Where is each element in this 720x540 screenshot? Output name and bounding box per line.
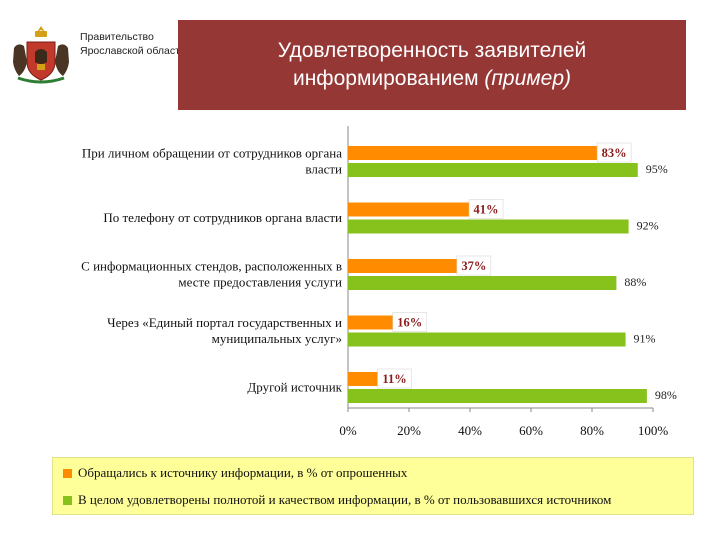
satisfaction-bar-chart: 0% 20% 40% 60% 80% 100% При личном обращении о… [81, 126, 677, 438]
legend-entry-contacted: Обращались к источнику информации, в % о… [63, 465, 407, 481]
category-label-2-line-1: месте предоставления услуги [178, 275, 342, 290]
value-label-box-s0-c2 [456, 255, 492, 276]
value-label-box-s0-c4 [377, 368, 412, 389]
value-label-s1-c0: 95% [646, 162, 668, 176]
category-label-0-line-1: власти [305, 162, 342, 177]
title-line-2: информированием (пример) [293, 65, 571, 93]
bar-s1-c0 [348, 163, 638, 177]
value-label-s1-c3: 91% [634, 332, 656, 346]
legend-swatch-contacted [63, 468, 72, 478]
value-label-s1-c4: 98% [655, 388, 677, 402]
x-tick-label-0: 0% [339, 423, 357, 438]
category-label-1-line-0: По телефону от сотрудников органа власти [103, 210, 342, 225]
x-tick-label-20: 20% [397, 423, 421, 438]
organization-name: Правительство Ярославской области [80, 30, 186, 58]
bar-s1-c4 [348, 389, 647, 403]
legend-swatch-satisfied [63, 495, 72, 505]
bar-s0-c4 [348, 372, 382, 386]
value-label-s1-c1: 92% [637, 219, 659, 233]
category-label-3-line-0: Через «Единый портал государственных и [107, 315, 342, 330]
org-line-1: Правительство [80, 31, 154, 43]
bar-s0-c0 [348, 146, 602, 160]
x-tick-label-100: 100% [638, 423, 669, 438]
value-label-s0-c2: 37% [461, 259, 486, 273]
legend-label-satisfied: В целом удовлетворены полнотой и качеств… [78, 492, 612, 507]
bar-s0-c1 [348, 202, 474, 217]
x-tick-label-80: 80% [580, 423, 604, 438]
legend-entry-satisfied: В целом удовлетворены полнотой и качеств… [63, 492, 611, 508]
bar-s0-c2 [348, 259, 461, 273]
org-line-2: Ярославской области [80, 45, 186, 57]
bar-s1-c3 [348, 332, 626, 347]
legend-label-contacted: Обращались к источнику информации, в % о… [78, 465, 408, 480]
x-tick-label-60: 60% [519, 423, 543, 438]
coat-of-arms-icon [13, 26, 69, 84]
value-label-box-s0-c3 [392, 312, 428, 332]
title-line-1: Удовлетворенность заявителей [277, 39, 587, 62]
title-line-2-italic: (пример) [484, 67, 572, 90]
value-label-s1-c2: 88% [624, 275, 646, 289]
value-label-s0-c4: 11% [382, 372, 406, 386]
value-label-box-s0-c0 [596, 142, 632, 163]
x-tick-label-40: 40% [458, 423, 482, 438]
value-label-s0-c3: 16% [397, 316, 422, 330]
value-label-s0-c0: 83% [602, 146, 627, 160]
value-label-s0-c1: 41% [474, 203, 499, 217]
chart-legend: Обращались к источнику информации, в % о… [52, 457, 694, 515]
title-banner: Удовлетворенность заявителей информирова… [178, 20, 686, 110]
title-line-2-text: информированием [292, 67, 485, 90]
value-label-box-s0-c1 [468, 199, 504, 219]
category-label-4-line-0: Другой источник [247, 380, 342, 395]
category-label-2-line-0: С информационных стендов, расположенных … [81, 259, 342, 274]
category-label-3-line-1: муниципальных услуг» [212, 331, 342, 346]
bar-s1-c1 [348, 219, 629, 234]
category-label-0-line-0: При личном обращении от сотрудников орга… [82, 146, 342, 161]
bar-s0-c3 [348, 315, 397, 330]
bar-s1-c2 [348, 276, 617, 290]
